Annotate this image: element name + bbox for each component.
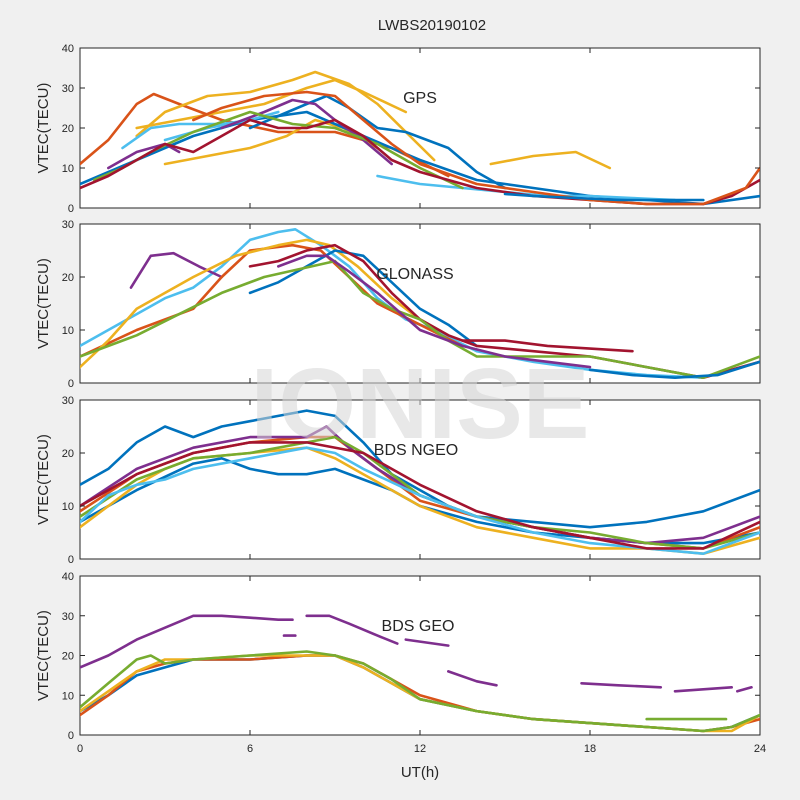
panel-annotation: BDS NGEO — [374, 442, 458, 459]
panel-frame — [79, 575, 761, 736]
x-tick-label: 0 — [77, 743, 83, 755]
series-line-2 — [404, 638, 450, 647]
y-tick-label: 10 — [62, 325, 74, 337]
y-tick-label: 10 — [62, 690, 74, 702]
series-line-6 — [736, 686, 753, 693]
series-line-3 — [80, 238, 450, 369]
y-tick-label: 10 — [62, 163, 74, 175]
y-tick-label: 30 — [62, 395, 74, 407]
panel-2: 0 10 20 30 VTEC(TECU) BDS NGEO — [35, 395, 761, 566]
x-tick-label: 18 — [584, 743, 596, 755]
series-line-5 — [248, 94, 507, 190]
y-tick-label: 0 — [68, 378, 74, 390]
panel-frame — [79, 47, 761, 209]
y-tick-label: 20 — [62, 448, 74, 460]
y-tick-label: 30 — [62, 83, 74, 95]
series-group — [80, 70, 760, 206]
y-tick-label: 10 — [62, 501, 74, 513]
figure-title: LWBS20190102 — [378, 17, 486, 34]
y-axis-label: VTEC(TECU) — [35, 83, 52, 174]
series-line-4 — [248, 249, 478, 348]
series-line-6 — [80, 446, 760, 555]
y-axis-label: VTEC(TECU) — [35, 434, 52, 525]
panel-frame — [79, 223, 761, 384]
series-line-9 — [588, 360, 760, 379]
series-line-14 — [192, 90, 760, 206]
y-tick-label: 0 — [68, 730, 74, 742]
series-line-4 — [80, 425, 760, 545]
series-line-8 — [277, 254, 592, 369]
series-group — [80, 614, 760, 733]
y-tick-label: 0 — [68, 203, 74, 215]
panel-0: 0 10 20 30 40 VTEC(TECU) GPS — [35, 43, 761, 215]
series-line-4 — [489, 150, 612, 170]
series-line-11 — [107, 142, 181, 170]
series-line-1 — [135, 70, 436, 162]
y-tick-label: 0 — [68, 554, 74, 566]
y-tick-label: 20 — [62, 123, 74, 135]
series-group — [80, 228, 760, 379]
x-tick-label: 12 — [414, 743, 426, 755]
series-group — [80, 409, 760, 555]
panels-group: 0 10 20 30 40 VTEC(TECU) GPS 0 10 20 30 VTEC(TECU) G… — [35, 43, 766, 755]
y-tick-label: 40 — [62, 43, 74, 55]
y-axis-label: VTEC(TECU) — [35, 610, 52, 701]
watermark-text: IONISE — [251, 348, 590, 460]
series-line-5 — [673, 686, 733, 693]
panel-frame — [79, 399, 761, 560]
panel-annotation: BDS GEO — [382, 618, 455, 635]
series-line-7 — [80, 441, 760, 550]
x-axis-label: UT(h) — [401, 764, 439, 781]
series-line-4 — [580, 682, 663, 689]
panel-annotation: GLONASS — [376, 266, 453, 283]
series-line-2 — [135, 78, 408, 130]
series-line-6 — [461, 339, 634, 353]
y-tick-label: 40 — [62, 571, 74, 583]
series-line-7 — [80, 259, 760, 379]
y-tick-label: 20 — [62, 651, 74, 663]
y-tick-label: 30 — [62, 611, 74, 623]
series-line-11 — [80, 650, 760, 733]
series-line-3 — [447, 670, 498, 687]
y-tick-label: 30 — [62, 219, 74, 231]
y-tick-label: 20 — [62, 272, 74, 284]
series-line-0 — [80, 614, 294, 669]
series-line-0 — [80, 228, 705, 379]
x-tick-label: 6 — [247, 743, 253, 755]
series-line-5 — [80, 435, 760, 550]
panel-1: 0 10 20 30 VTEC(TECU) GLONASS — [35, 219, 761, 390]
panel-annotation: GPS — [403, 90, 437, 107]
panel-3: 0 10 20 30 40 0 6 12 18 24 VTEC(TECU) BDS GEO — [35, 571, 766, 755]
y-axis-label: VTEC(TECU) — [35, 258, 52, 349]
series-line-0 — [80, 409, 760, 529]
x-tick-label: 24 — [754, 743, 766, 755]
series-line-15 — [503, 192, 705, 202]
series-line-1 — [305, 614, 399, 645]
